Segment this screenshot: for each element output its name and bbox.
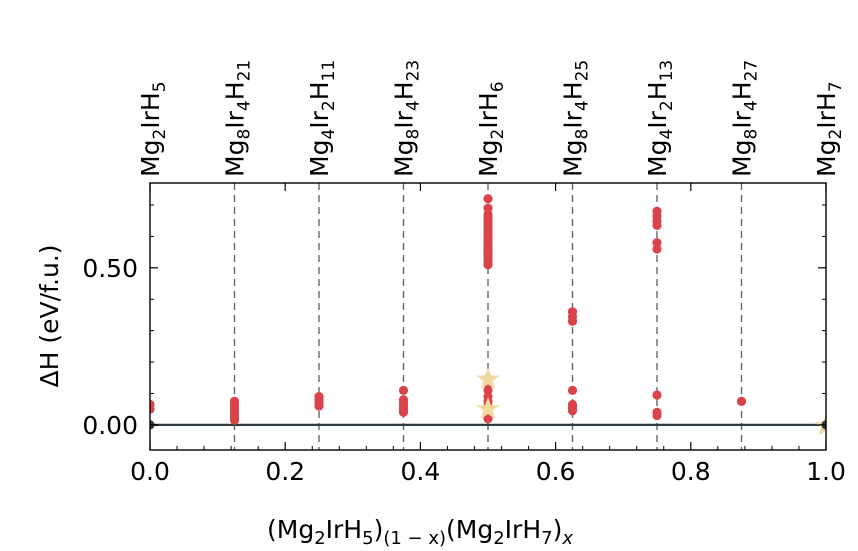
composition-label: Mg2IrH5: [136, 81, 170, 177]
data-point: [652, 410, 662, 421]
x-tick-label: 0.8: [671, 457, 711, 486]
data-point: [314, 401, 324, 411]
composition-label: Mg8Ir4H23: [390, 60, 424, 177]
x-tick-labels: 0.0 0.2 0.4 0.6 0.8 1.0: [130, 457, 846, 486]
star-marker: [476, 397, 500, 419]
plot-frame: [149, 182, 827, 451]
x-tick-label: 0.0: [130, 457, 170, 486]
composition-label: Mg8Ir4H21: [221, 60, 255, 177]
data-point: [398, 385, 409, 395]
y-tick-label: 0.50: [82, 254, 138, 283]
composition-label: Mg4Ir2H13: [643, 60, 677, 177]
data-point: [736, 396, 747, 406]
star-marker: [476, 367, 500, 390]
x-tick-label: 0.6: [536, 457, 576, 486]
data-point: [652, 220, 662, 231]
data-point: [567, 316, 578, 326]
data-point: [483, 413, 493, 424]
composition-label: Mg4Ir2H11: [305, 60, 339, 177]
x-tick-label: 1.0: [806, 457, 846, 486]
data-point: [567, 385, 578, 395]
data-point: [652, 244, 662, 254]
y-tick-label: 0.00: [82, 411, 138, 440]
data-point: [483, 260, 493, 270]
composition-label: Mg2IrH6: [474, 81, 508, 177]
composition-label: Mg2IrH7: [812, 81, 846, 177]
data-point: [483, 194, 493, 204]
axis-ticks: [149, 183, 827, 450]
x-tick-label: 0.4: [401, 457, 441, 486]
data-point: [150, 404, 155, 414]
x-axis-label: (Mg2IrH5)(1 − x)(Mg2IrH7)x: [267, 515, 573, 549]
composition-label: Mg8Ir4H25: [559, 60, 593, 177]
composition-label: Mg8Ir4H27: [728, 60, 762, 177]
y-tick-labels: 0.00 0.50: [82, 254, 138, 440]
top-composition-labels: Mg2IrH5 Mg8Ir4H21 Mg4Ir2H11 Mg8Ir4H23 Mg2IrH…: [136, 60, 846, 177]
data-point: [398, 407, 409, 417]
x-tick-label: 0.2: [265, 457, 305, 486]
data-point: [567, 406, 578, 416]
y-axis-label: ΔH (eV/f.u.): [35, 245, 64, 388]
data-point: [229, 415, 240, 425]
data-point: [652, 390, 662, 400]
data-points: [150, 194, 826, 436]
